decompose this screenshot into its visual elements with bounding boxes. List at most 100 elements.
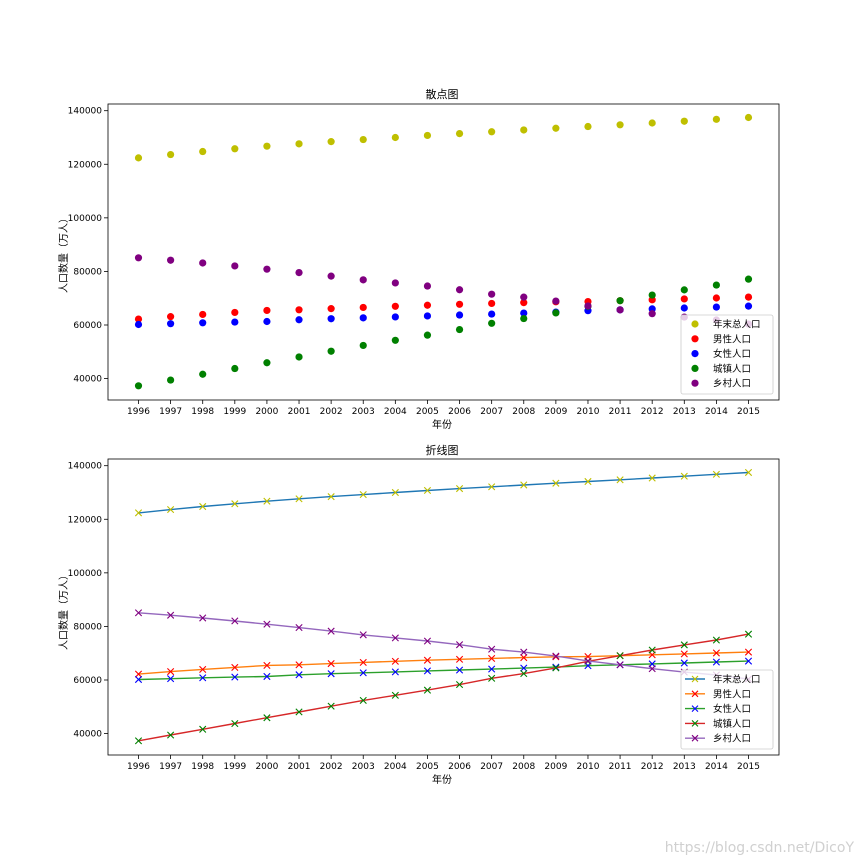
- line-subplot: 折线图 年份 人口数量（万人） 1996 1997 1998 1999 2000 2001…: [57, 443, 780, 786]
- x-tick-label: 2003: [352, 407, 375, 417]
- data-point: [167, 505, 175, 514]
- data-point: [744, 293, 753, 301]
- data-point: [167, 320, 175, 328]
- data-point: [488, 654, 496, 663]
- data-point: [744, 113, 753, 122]
- y-tick-label: 80000: [73, 267, 102, 277]
- x-tick-label: 2012: [641, 762, 664, 772]
- y-tick-label: 60000: [73, 676, 102, 686]
- data-point: [359, 135, 367, 144]
- legend-frame: [680, 669, 774, 750]
- legend-marker: [691, 690, 699, 698]
- data-point: [584, 477, 592, 486]
- x-tick-label: 2010: [577, 762, 600, 772]
- x-tick-label: 2014: [705, 762, 728, 772]
- data-point: [134, 320, 143, 329]
- legend-label: 城镇人口: [713, 718, 751, 730]
- data-point: [423, 486, 432, 495]
- legend-marker: [691, 320, 699, 328]
- x-tick-label: 2009: [544, 407, 567, 417]
- y-tick-label: 100000: [68, 214, 103, 224]
- x-tick-label: 1996: [127, 762, 150, 772]
- data-point: [744, 302, 753, 310]
- data-point: [359, 658, 367, 667]
- data-point: [134, 315, 143, 323]
- data-point: [295, 671, 303, 679]
- data-point: [648, 665, 656, 673]
- data-point: [167, 313, 175, 321]
- data-point: [520, 293, 528, 301]
- data-point: [391, 691, 399, 699]
- data-point: [391, 313, 399, 321]
- series-3: [134, 657, 753, 684]
- data-point: [488, 310, 496, 318]
- x-tick-label: 2011: [609, 407, 632, 417]
- y-tick-label: 140000: [68, 462, 103, 472]
- series-5: [134, 609, 753, 683]
- data-point: [295, 708, 303, 716]
- data-point: [680, 641, 688, 649]
- x-tick-label: 2004: [384, 762, 407, 772]
- data-point: [359, 276, 367, 284]
- x-tick-label: 2013: [673, 407, 696, 417]
- data-point: [231, 673, 239, 681]
- data-point: [359, 314, 367, 322]
- legend-marker: [691, 720, 699, 727]
- series-1: [134, 468, 753, 517]
- data-point: [327, 272, 335, 280]
- data-point: [455, 485, 464, 493]
- data-point: [488, 128, 496, 136]
- y-tick-label: 100000: [68, 569, 103, 579]
- data-point: [488, 299, 496, 308]
- data-point: [327, 660, 335, 668]
- series-line: [138, 471, 749, 514]
- data-point: [552, 652, 560, 660]
- data-point: [134, 675, 143, 684]
- x-tick-label: 1998: [191, 407, 214, 417]
- data-point: [488, 665, 496, 673]
- x-tick-label: 1997: [159, 762, 182, 772]
- line-plot-area: 1996 1997 1998 1999 2000 2001 2002 2003 2004 2005…: [68, 458, 780, 772]
- y-tick-label: 140000: [68, 107, 103, 117]
- x-tick-label: 2005: [416, 407, 439, 417]
- line-title: 折线图: [426, 443, 459, 457]
- data-point: [648, 119, 656, 127]
- y-tick-label: 120000: [68, 160, 103, 170]
- data-point: [552, 309, 560, 317]
- x-tick-label: 2008: [512, 762, 535, 772]
- data-point: [295, 268, 303, 277]
- x-tick-label: 2007: [480, 407, 503, 417]
- legend-marker: [691, 364, 699, 372]
- data-point: [584, 657, 592, 665]
- series-2: [134, 293, 753, 323]
- data-point: [552, 664, 560, 672]
- data-point: [423, 637, 432, 645]
- data-point: [263, 661, 271, 670]
- series-line: [138, 651, 749, 675]
- data-point: [263, 714, 271, 722]
- data-point: [391, 668, 399, 676]
- y-tick-label: 120000: [68, 515, 103, 525]
- x-tick-label: 2007: [480, 762, 503, 772]
- x-tick-label: 1999: [223, 407, 246, 417]
- y-tick-label: 40000: [73, 730, 102, 740]
- data-point: [488, 645, 496, 653]
- legend-label: 男性人口: [713, 688, 751, 700]
- data-point: [134, 154, 143, 162]
- x-tick-label: 2013: [673, 762, 696, 772]
- data-point: [134, 609, 143, 617]
- legend-label: 乡村人口: [713, 733, 751, 745]
- data-point: [584, 122, 592, 131]
- data-point: [455, 655, 464, 663]
- data-point: [263, 265, 271, 273]
- data-point: [327, 493, 335, 501]
- data-point: [584, 302, 592, 310]
- data-point: [744, 468, 753, 477]
- data-point: [520, 648, 528, 656]
- data-point: [455, 666, 464, 674]
- data-point: [295, 661, 303, 669]
- x-tick-label: 2004: [384, 407, 407, 417]
- x-tick-label: 1996: [127, 407, 150, 417]
